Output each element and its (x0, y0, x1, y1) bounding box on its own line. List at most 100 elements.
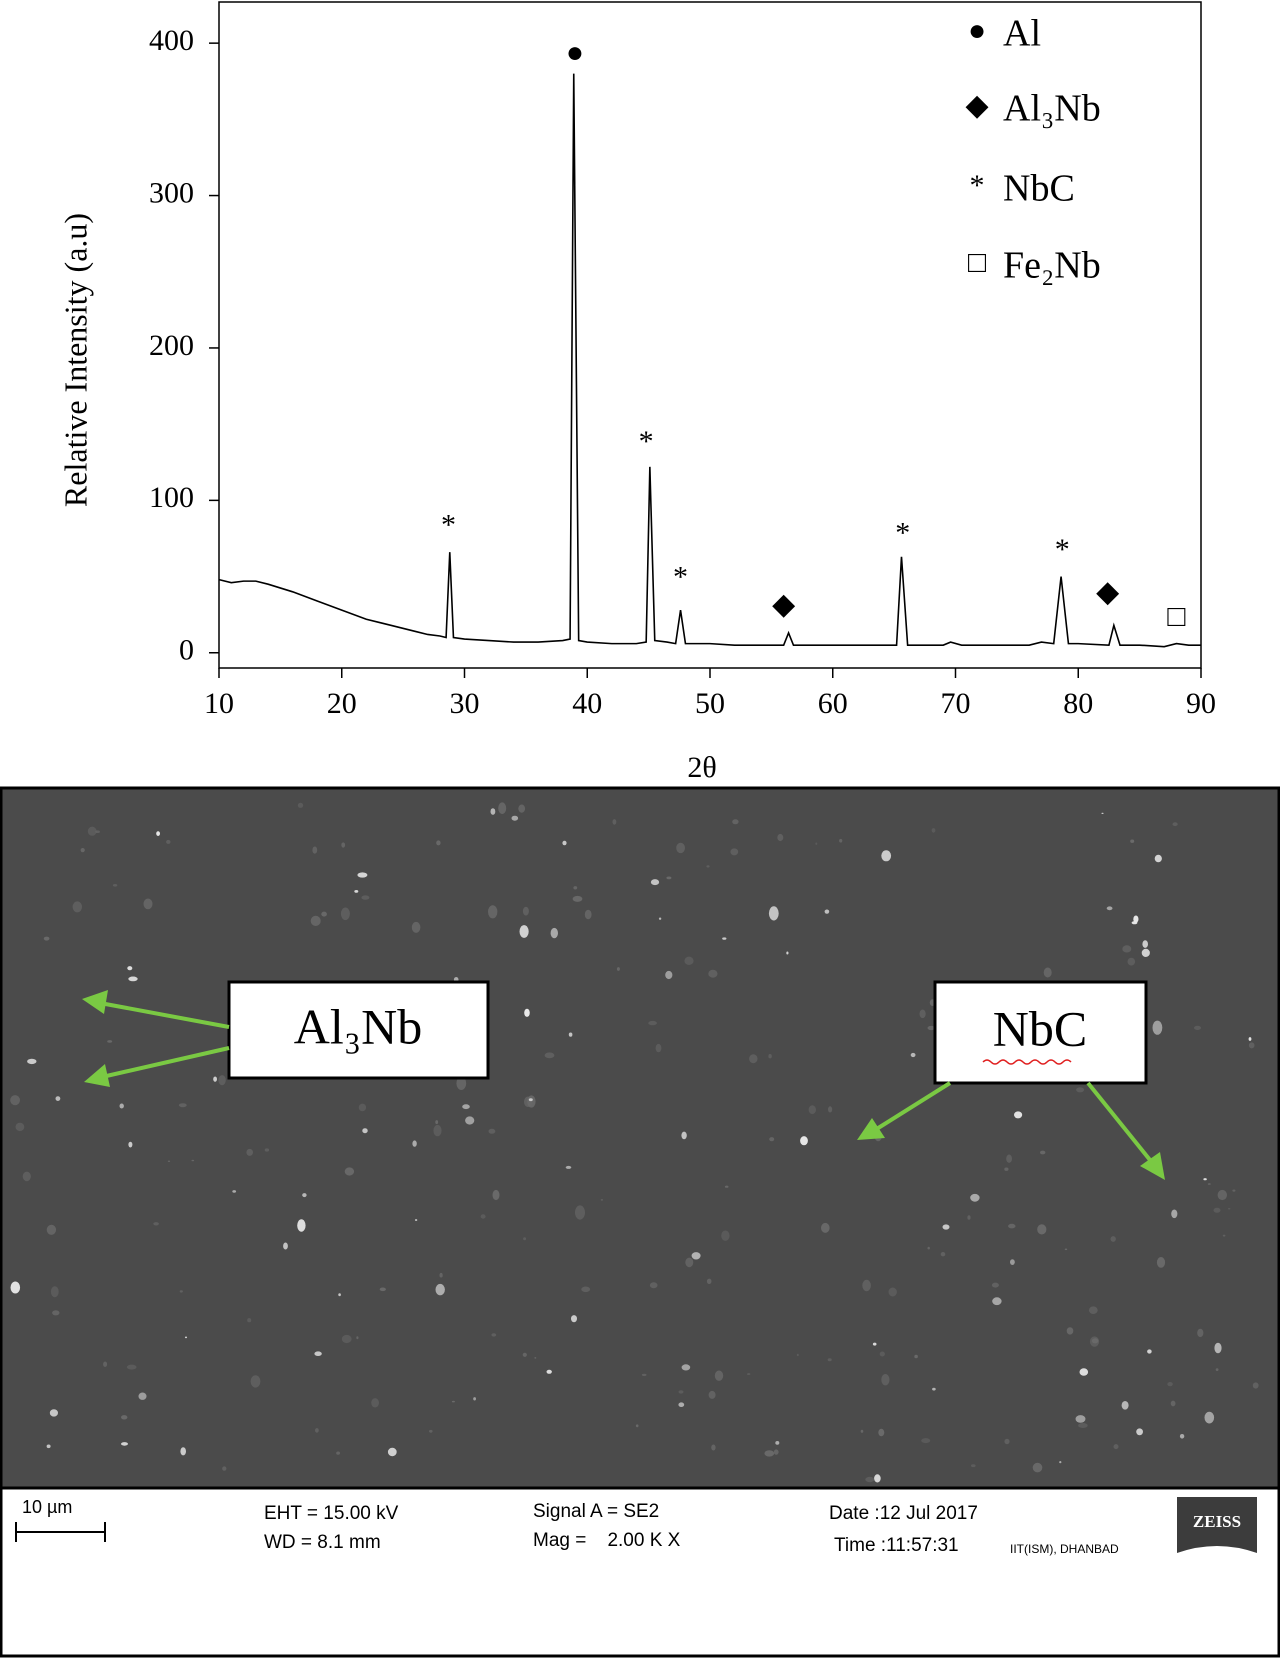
speck (358, 1103, 367, 1112)
speck (571, 1315, 577, 1323)
speck (10, 1281, 21, 1294)
speck (910, 1052, 916, 1058)
peak-marker: * (441, 509, 456, 542)
speck (1075, 1415, 1086, 1423)
info-text: Signal A = SE2 (533, 1501, 659, 1522)
speck (648, 1020, 657, 1026)
speck (119, 1103, 124, 1109)
speck (1136, 1428, 1143, 1436)
speck (881, 850, 892, 862)
speck (1222, 1234, 1226, 1237)
speck (138, 1392, 147, 1400)
peak-marker: ◆ (772, 588, 795, 621)
speck (412, 1140, 417, 1147)
peak-marker: * (639, 425, 654, 458)
speck (1204, 1411, 1215, 1424)
speck (546, 1369, 552, 1374)
speck (1214, 1342, 1222, 1354)
speck (914, 1354, 918, 1359)
x-axis-label: 2θ (687, 751, 716, 784)
speck (473, 1397, 476, 1401)
speck (1179, 1434, 1185, 1439)
speck (87, 826, 97, 836)
speck (128, 976, 138, 982)
speck (1142, 940, 1148, 948)
x-tick-label: 60 (818, 687, 848, 720)
speck (127, 966, 133, 971)
speck (107, 1040, 113, 1043)
arrowhead (857, 1118, 885, 1140)
info-text: EHT = 15.00 kV (264, 1503, 399, 1524)
speck (213, 1076, 218, 1082)
speck (297, 802, 304, 808)
speck (706, 865, 710, 868)
speck (992, 1297, 1002, 1306)
speck (821, 1222, 830, 1233)
y-tick-label: 300 (149, 176, 194, 209)
arrow (99, 1001, 230, 1029)
arrowhead (82, 990, 108, 1014)
speck (321, 911, 327, 917)
speck (433, 1124, 442, 1137)
speck (1228, 1207, 1231, 1210)
speck (379, 1287, 386, 1292)
x-tick-label: 40 (572, 687, 602, 720)
speck (768, 1054, 772, 1059)
speck (565, 1165, 572, 1169)
speck (544, 1052, 555, 1059)
speck (518, 804, 526, 813)
speck (724, 1185, 729, 1188)
speck (361, 895, 370, 900)
speck (357, 872, 368, 878)
speck (749, 1054, 758, 1064)
y-axis-label: Relative Intensity (a.u) (57, 213, 93, 507)
y-tick-label: 200 (149, 329, 194, 362)
speck (1008, 1223, 1016, 1229)
speck (184, 1336, 188, 1339)
speck (940, 1252, 946, 1257)
speck (815, 842, 818, 845)
speck (167, 1160, 171, 1163)
speck (1207, 1183, 1211, 1185)
speck (250, 1375, 261, 1388)
speck (1088, 1306, 1098, 1314)
speck (931, 828, 936, 833)
speck (1194, 1025, 1201, 1030)
speck (1167, 1382, 1173, 1387)
speck (435, 1283, 445, 1296)
speck (878, 1428, 885, 1437)
speck (860, 1429, 864, 1433)
speck (1197, 1328, 1204, 1338)
speck (344, 1167, 355, 1176)
speck (1037, 1224, 1047, 1235)
speck (52, 1310, 60, 1316)
speck (1078, 1423, 1088, 1428)
legend-label: Al (1003, 13, 1041, 55)
speck (456, 1076, 467, 1091)
speck (691, 1252, 701, 1260)
speck (414, 1219, 418, 1221)
sem-image (0, 786, 1280, 1490)
speck (827, 1358, 832, 1362)
speck (1010, 1259, 1015, 1265)
y-tick-label: 100 (149, 481, 194, 514)
speck (666, 876, 672, 880)
speck (1232, 1189, 1236, 1192)
speck (572, 895, 583, 902)
speck (773, 1449, 779, 1455)
speck (676, 842, 685, 854)
sem-panel: Al₃Nb NbC 10 µm EHT = 15.00 kV WD = 8.1 … (0, 786, 1280, 1658)
speck (95, 830, 100, 833)
speck (524, 1008, 530, 1017)
speck (711, 1444, 716, 1451)
speck (658, 917, 662, 920)
speck (341, 842, 346, 848)
peak-marker: * (673, 560, 688, 593)
speck (121, 1442, 128, 1446)
speck (722, 937, 727, 940)
speck (43, 936, 50, 941)
speck (462, 1104, 470, 1110)
label-box (933, 980, 1148, 1085)
speck (942, 1224, 950, 1230)
speck (156, 831, 161, 836)
